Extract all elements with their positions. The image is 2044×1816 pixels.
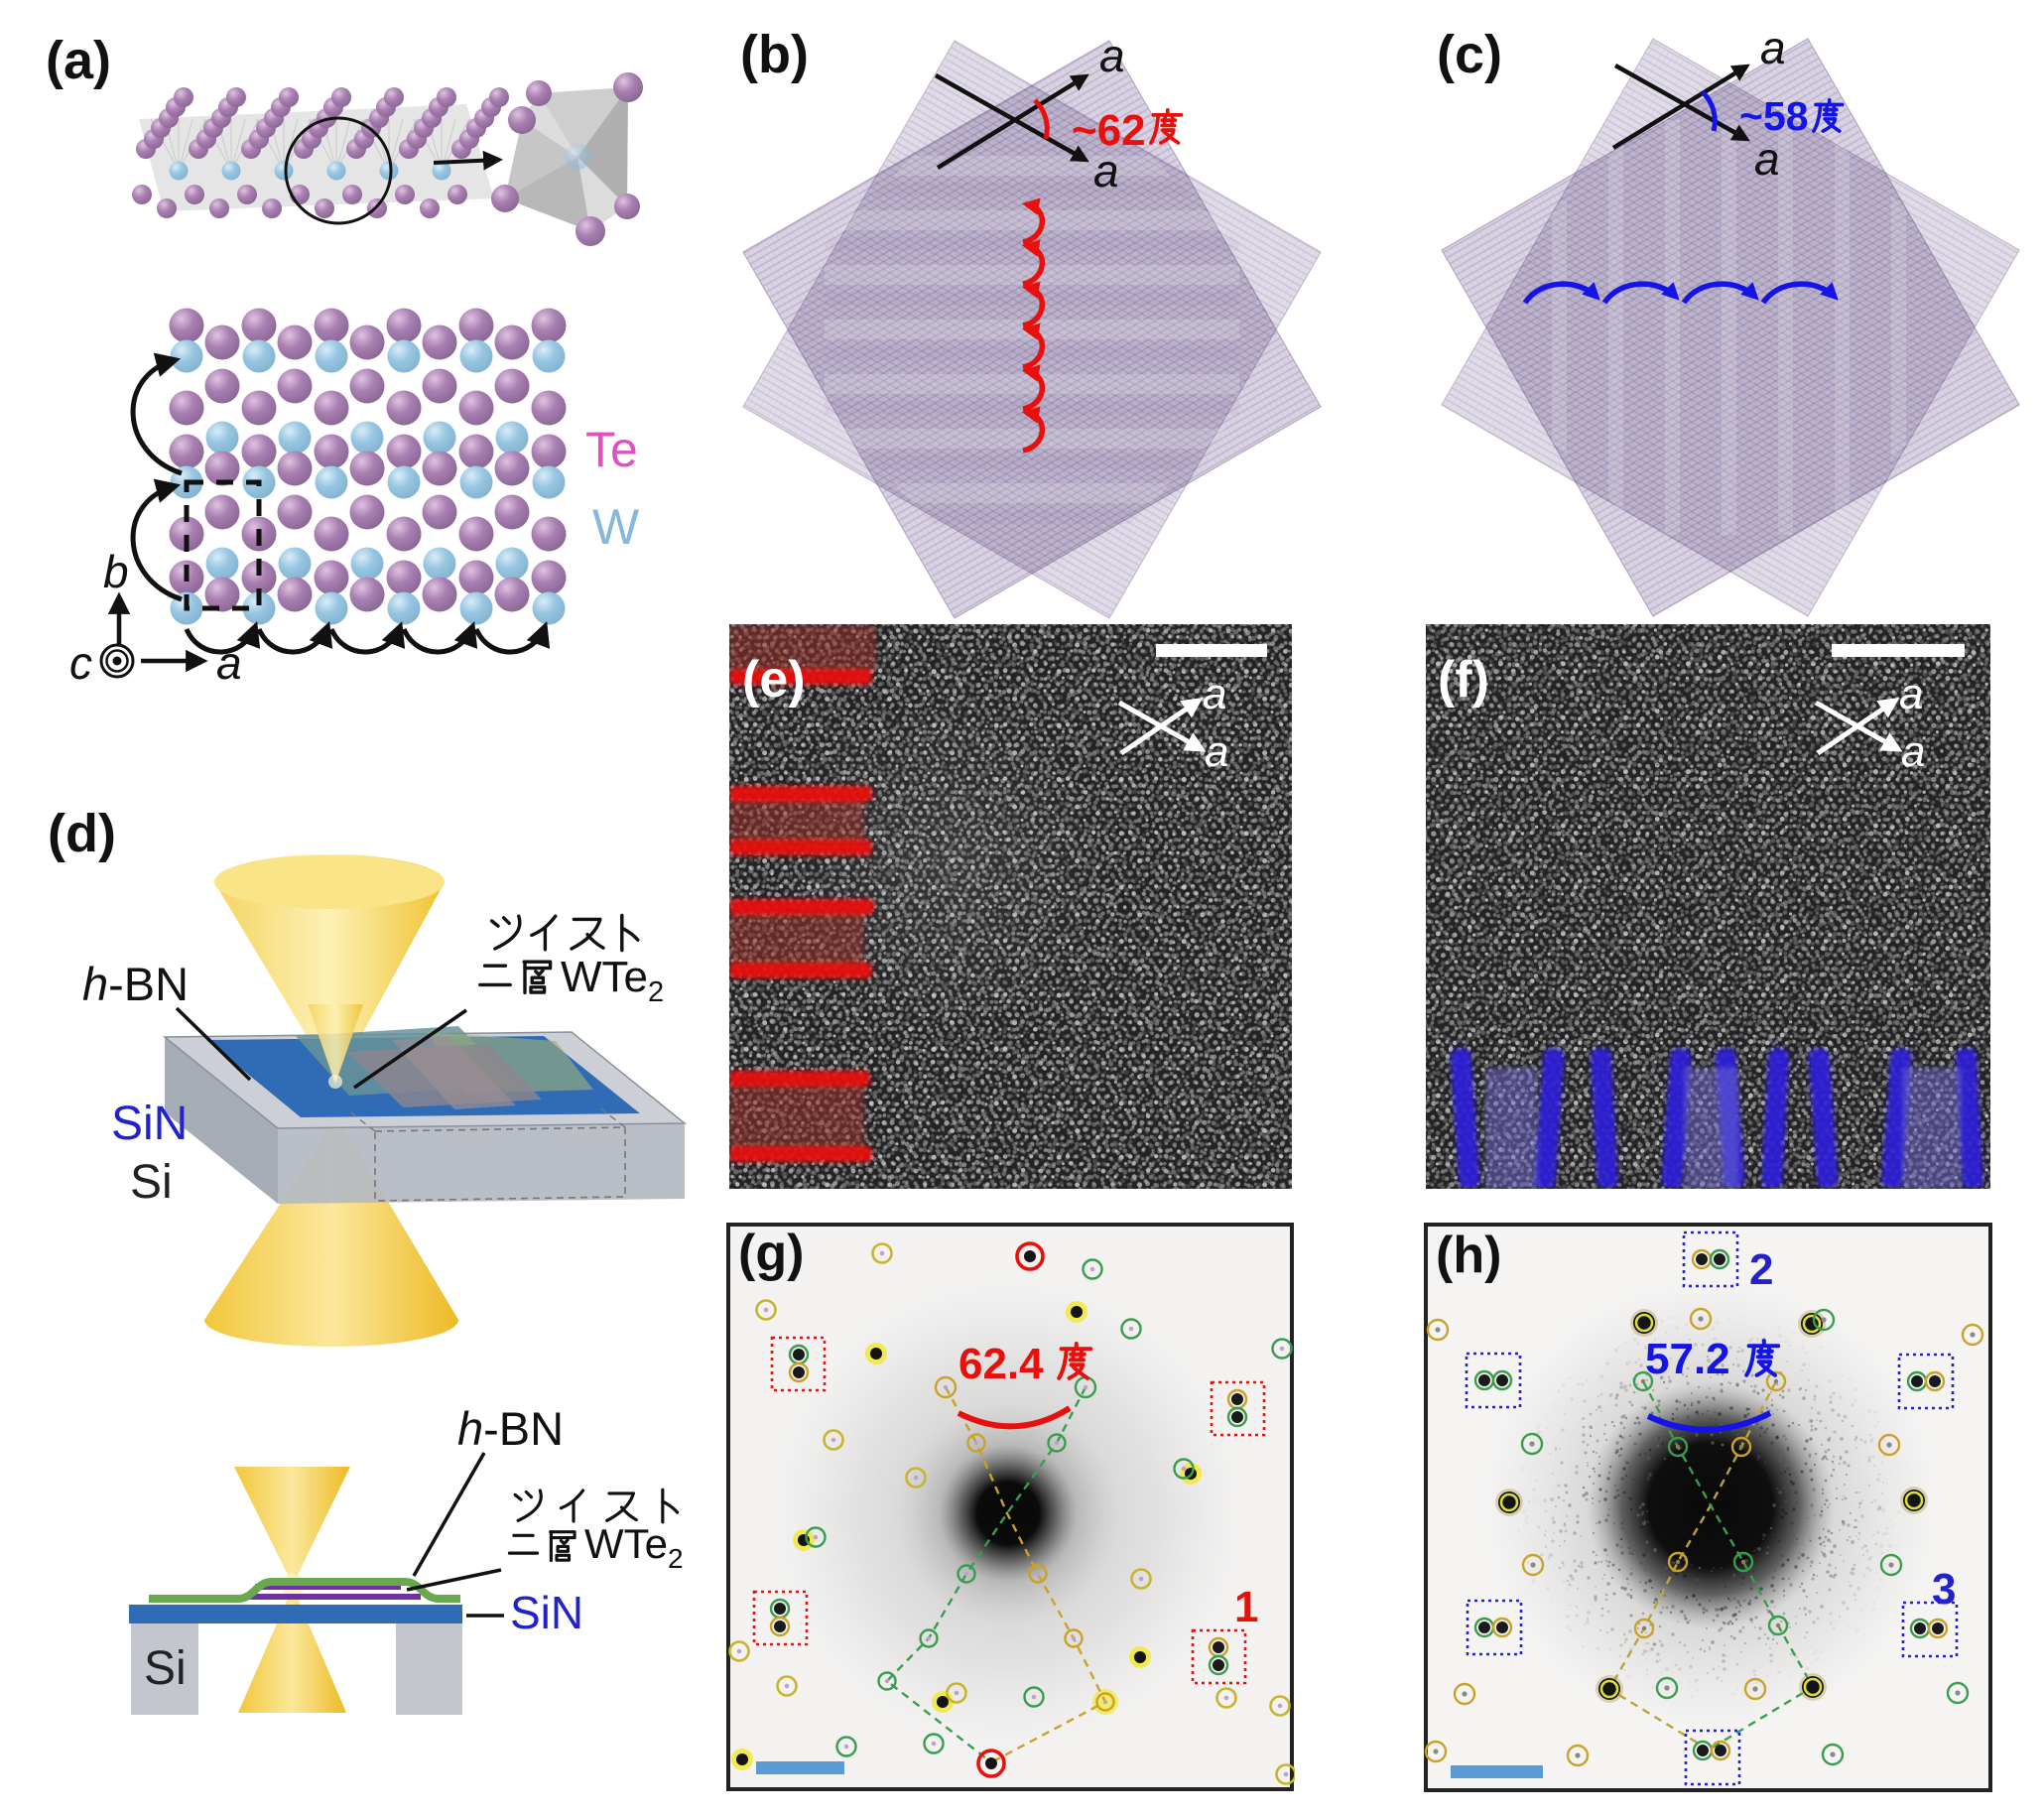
svg-text:SiN: SiN (111, 1098, 188, 1150)
svg-text:b: b (103, 546, 129, 597)
svg-text:(g): (g) (738, 1225, 804, 1282)
svg-text:1: 1 (1234, 1583, 1258, 1631)
svg-text:h-BN: h-BN (82, 958, 189, 1010)
svg-text:a: a (216, 637, 242, 689)
svg-text:W: W (592, 499, 640, 555)
svg-text:a: a (1899, 670, 1923, 718)
svg-text:Si: Si (144, 1642, 187, 1695)
svg-text:(h): (h) (1436, 1227, 1501, 1284)
svg-text:Te: Te (585, 422, 638, 477)
svg-text:a: a (1093, 145, 1119, 196)
svg-text:~62: ~62 (1072, 106, 1146, 155)
svg-text:(e): (e) (742, 651, 806, 709)
svg-text:WTe2: WTe2 (584, 1520, 684, 1574)
svg-text:57.2: 57.2 (1645, 1335, 1730, 1383)
svg-text:(b): (b) (740, 25, 809, 84)
svg-text:SiN: SiN (510, 1587, 583, 1638)
svg-text:(d): (d) (48, 804, 116, 863)
svg-text:~58: ~58 (1739, 93, 1809, 139)
svg-text:a: a (1754, 133, 1780, 185)
svg-text:2: 2 (1749, 1245, 1773, 1294)
svg-text:Si: Si (130, 1156, 173, 1209)
svg-text:a: a (1760, 22, 1786, 73)
svg-text:a: a (1099, 30, 1125, 81)
svg-text:3: 3 (1932, 1565, 1956, 1614)
svg-text:62.4: 62.4 (958, 1340, 1044, 1388)
svg-text:a: a (1203, 670, 1226, 718)
svg-text:(a): (a) (46, 31, 111, 90)
svg-text:WTe2: WTe2 (561, 953, 664, 1008)
svg-text:(f): (f) (1438, 651, 1489, 709)
svg-text:a: a (1901, 727, 1925, 776)
svg-text:(c): (c) (1437, 25, 1502, 84)
svg-text:c: c (69, 637, 92, 689)
svg-text:a: a (1205, 727, 1228, 776)
svg-text:h-BN: h-BN (457, 1402, 564, 1455)
